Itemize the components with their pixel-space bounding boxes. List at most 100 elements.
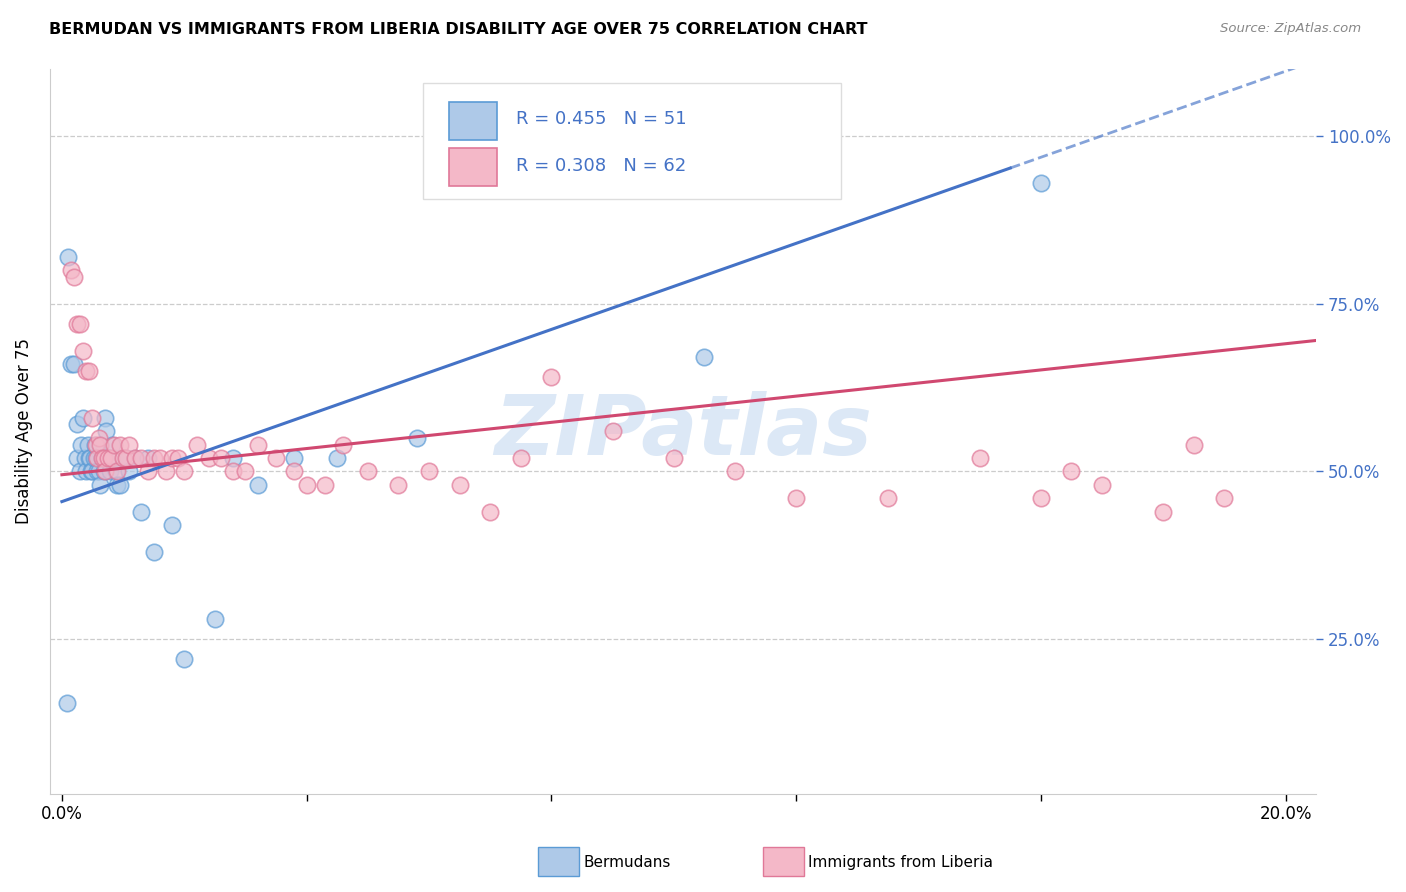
Point: [418, 464, 440, 478]
Point: [295, 478, 318, 492]
Point: [66, 417, 89, 432]
Point: [72, 343, 94, 358]
Point: [75, 464, 97, 478]
Text: Source: ZipAtlas.com: Source: ZipAtlas.com: [1220, 22, 1361, 36]
Point: [60, 263, 83, 277]
Point: [86, 450, 108, 465]
Point: [103, 450, 125, 465]
Point: [104, 464, 127, 478]
Point: [105, 478, 128, 492]
Point: [84, 437, 107, 451]
Text: BERMUDAN VS IMMIGRANTS FROM LIBERIA DISABILITY AGE OVER 75 CORRELATION CHART: BERMUDAN VS IMMIGRANTS FROM LIBERIA DISA…: [49, 22, 868, 37]
Point: [540, 370, 562, 384]
Point: [63, 357, 86, 371]
Point: [75, 450, 97, 465]
Point: [1060, 464, 1083, 478]
Text: R = 0.308   N = 62: R = 0.308 N = 62: [516, 157, 686, 176]
Point: [235, 464, 257, 478]
Point: [136, 464, 159, 478]
Point: [142, 545, 165, 559]
Y-axis label: Disability Age Over 75: Disability Age Over 75: [15, 338, 32, 524]
Point: [186, 437, 208, 451]
Point: [93, 410, 115, 425]
Bar: [449, 102, 496, 139]
Point: [662, 450, 685, 465]
Point: [63, 269, 86, 284]
Point: [1152, 505, 1174, 519]
Point: [103, 437, 125, 451]
Point: [112, 450, 135, 465]
Point: [76, 437, 98, 451]
Point: [79, 450, 101, 465]
Point: [693, 350, 716, 364]
Point: [173, 464, 195, 478]
Point: [314, 478, 336, 492]
Point: [56, 250, 79, 264]
Point: [72, 410, 94, 425]
Text: Immigrants from Liberia: Immigrants from Liberia: [808, 855, 994, 870]
Point: [105, 464, 128, 478]
Point: [142, 450, 165, 465]
Point: [155, 464, 177, 478]
Point: [94, 424, 117, 438]
Point: [56, 696, 79, 710]
Point: [87, 464, 110, 478]
Point: [173, 652, 195, 666]
Point: [89, 478, 111, 492]
Point: [86, 464, 108, 478]
Point: [877, 491, 900, 506]
Point: [209, 450, 232, 465]
Point: [724, 464, 747, 478]
Point: [100, 450, 122, 465]
Point: [82, 464, 104, 478]
Point: [100, 450, 122, 465]
Point: [332, 437, 354, 451]
Text: Bermudans: Bermudans: [583, 855, 671, 870]
Point: [160, 518, 183, 533]
Point: [93, 450, 115, 465]
Point: [264, 450, 287, 465]
Point: [969, 450, 991, 465]
Point: [204, 612, 226, 626]
Point: [124, 450, 146, 465]
Point: [115, 450, 138, 465]
Text: R = 0.455   N = 51: R = 0.455 N = 51: [516, 111, 686, 128]
Point: [246, 437, 269, 451]
Point: [60, 357, 83, 371]
Point: [69, 317, 91, 331]
Point: [83, 450, 105, 465]
Point: [98, 464, 121, 478]
Point: [118, 437, 141, 451]
Point: [167, 450, 190, 465]
Point: [112, 450, 135, 465]
Point: [602, 424, 624, 438]
Point: [93, 464, 115, 478]
Point: [222, 464, 245, 478]
Point: [785, 491, 807, 506]
Text: ZIPatlas: ZIPatlas: [494, 391, 872, 472]
Point: [90, 450, 112, 465]
Point: [124, 450, 146, 465]
Point: [326, 450, 349, 465]
Point: [149, 450, 172, 465]
Point: [197, 450, 219, 465]
Point: [131, 450, 153, 465]
Point: [93, 464, 115, 478]
Point: [449, 478, 471, 492]
Point: [84, 450, 107, 465]
Point: [101, 437, 124, 451]
Point: [131, 505, 153, 519]
Point: [77, 450, 100, 465]
Point: [66, 317, 89, 331]
Point: [115, 450, 138, 465]
Point: [66, 450, 89, 465]
Point: [1029, 176, 1052, 190]
FancyBboxPatch shape: [423, 83, 841, 199]
Point: [387, 478, 409, 492]
Point: [69, 464, 91, 478]
Point: [97, 450, 120, 465]
Point: [82, 410, 104, 425]
Point: [80, 464, 103, 478]
Point: [84, 437, 107, 451]
Point: [70, 437, 93, 451]
